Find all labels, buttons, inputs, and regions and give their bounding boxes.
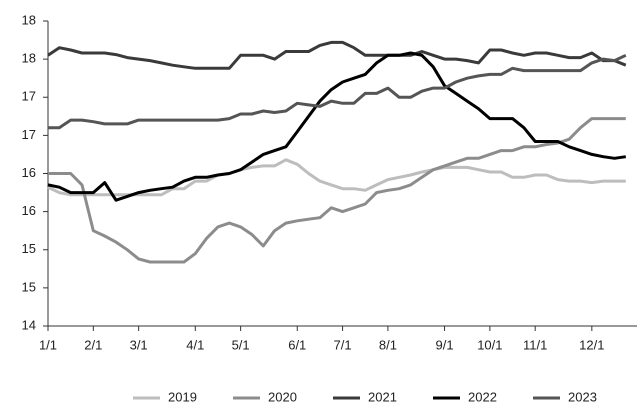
x-tick-label: 12/1	[579, 337, 604, 352]
x-tick-label: 2/1	[84, 337, 102, 352]
series-line	[48, 53, 627, 130]
series-line	[47, 158, 626, 197]
x-tick-label: 9/1	[436, 337, 454, 352]
legend-label: 2019	[168, 389, 197, 404]
x-tick-label: 6/1	[288, 337, 306, 352]
y-tick-label: 17	[22, 89, 36, 104]
y-tick-label: 16	[22, 203, 36, 218]
x-tick-label: 5/1	[232, 337, 250, 352]
x-tick-label: 8/1	[379, 337, 397, 352]
y-tick-label: 18	[22, 12, 36, 27]
y-tick-label: 14	[22, 317, 36, 332]
x-tick-label: 3/1	[130, 337, 148, 352]
y-tick-label: 15	[22, 241, 36, 256]
legend-label: 2021	[368, 389, 397, 404]
legend-label: 2022	[468, 389, 497, 404]
x-tick-label: 7/1	[334, 337, 352, 352]
legend-label: 2023	[568, 389, 597, 404]
series-line	[47, 51, 627, 202]
series-line	[47, 40, 627, 70]
x-tick-label: 1/1	[39, 337, 57, 352]
series-line	[48, 117, 626, 264]
y-tick-label: 18	[22, 51, 36, 66]
x-tick-label: 4/1	[186, 337, 204, 352]
y-tick-label: 17	[22, 127, 36, 142]
x-tick-label: 11/1	[523, 337, 547, 352]
y-tick-label: 16	[22, 165, 36, 180]
y-tick-label: 15	[22, 279, 36, 294]
x-tick-label: 10/1	[477, 337, 502, 352]
legend-label: 2020	[268, 389, 297, 404]
